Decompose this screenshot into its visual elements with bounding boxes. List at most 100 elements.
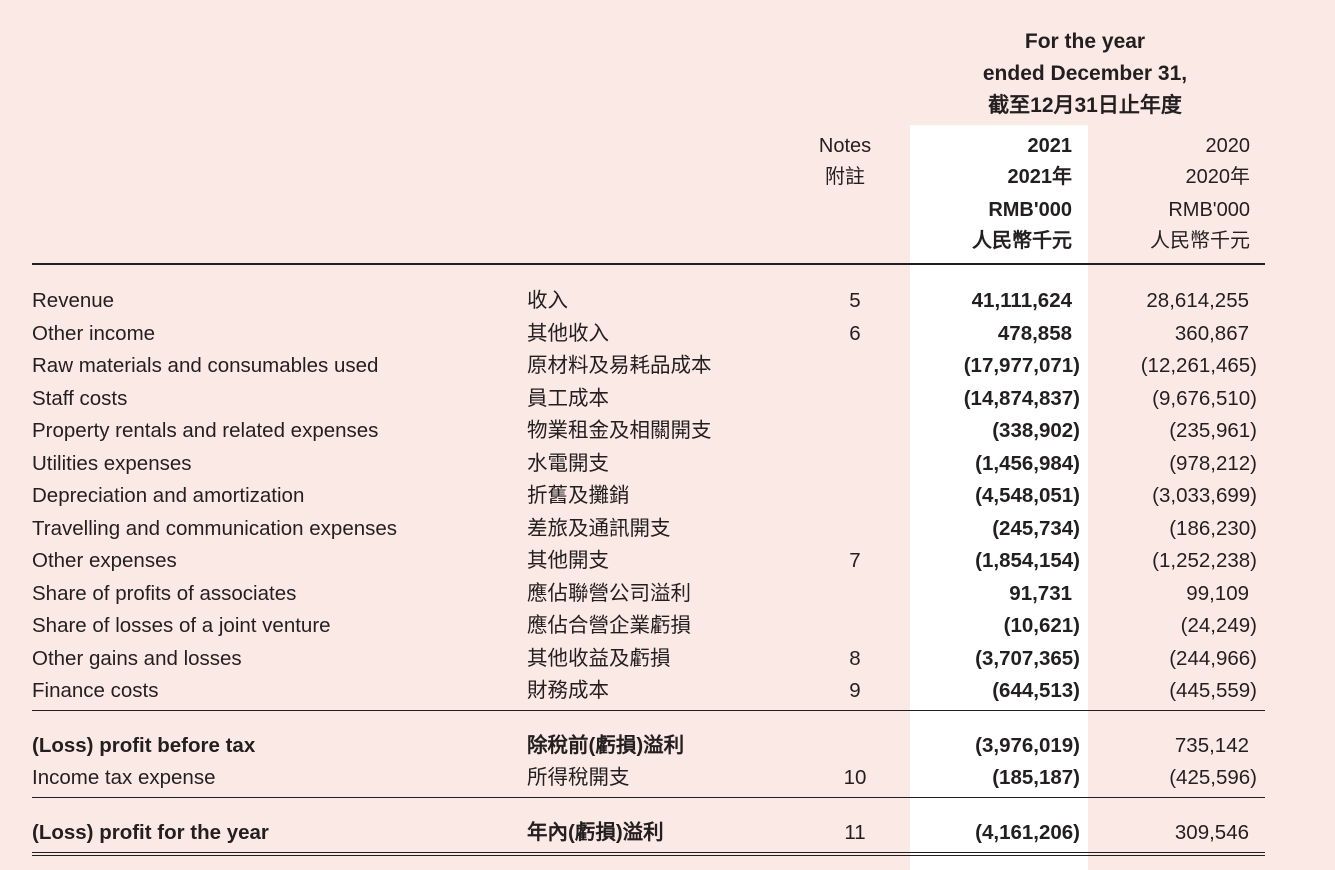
row-note: 11: [844, 821, 866, 844]
row-label-zh: 財務成本: [527, 679, 609, 702]
row-label-en: (Loss) profit before tax: [32, 734, 256, 757]
row-value-2020: 360,867: [1174, 321, 1249, 345]
row-label-zh: 折舊及攤銷: [527, 484, 630, 507]
header-rule: [32, 263, 1265, 265]
row-value-2021: 478,858: [997, 321, 1072, 345]
row-label-en: Finance costs: [32, 679, 159, 702]
row-label-en: Raw materials and consumables used: [32, 354, 379, 377]
period-heading-line3: 截至12月31日止年度: [988, 94, 1182, 117]
table-row: Share of losses of a joint venture 應佔合營企…: [0, 610, 1335, 643]
row-value-2021: (4,161,206): [975, 821, 1080, 844]
income-tax-row: Income tax expense 所得稅開支 10 (185,187) (4…: [0, 762, 1335, 795]
row-value-2021: (17,977,071): [963, 354, 1080, 377]
row-value-2020: (12,261,465): [1140, 354, 1257, 377]
row-value-2020: 99,109: [1186, 581, 1249, 605]
row-note: 7: [849, 549, 861, 572]
table-row: Staff costs 員工成本 (14,874,837) (9,676,510…: [0, 383, 1335, 416]
table-row: Depreciation and amortization 折舊及攤銷 (4,5…: [0, 480, 1335, 513]
row-value-2021: (1,456,984): [975, 451, 1080, 475]
row-label-zh: 收入: [527, 289, 568, 312]
row-label-zh: 其他收益及虧損: [527, 646, 671, 670]
row-value-2021: (14,874,837): [963, 386, 1080, 410]
period-heading-line1: For the year: [1024, 30, 1146, 53]
currency-2021-header-zh: 人民幣千元: [972, 230, 1072, 252]
row-value-2020: (244,966): [1169, 646, 1257, 670]
row-value-2021: 41,111,624: [971, 289, 1072, 312]
row-note: 6: [849, 321, 861, 345]
row-value-2021: (10,621): [1003, 614, 1080, 637]
row-label-en: Other income: [32, 321, 156, 345]
row-note: 8: [849, 646, 861, 670]
row-value-2020: (24,249): [1180, 614, 1257, 637]
row-value-2021: (3,976,019): [975, 734, 1080, 757]
row-value-2020: (9,676,510): [1152, 386, 1257, 410]
row-label-zh: 員工成本: [527, 386, 609, 410]
currency-2020-header: RMB'000: [1168, 199, 1250, 221]
row-value-2020: (1,252,238): [1152, 549, 1257, 572]
table-row: Other expenses 其他開支 7 (1,854,154) (1,252…: [0, 545, 1335, 578]
table-row: Utilities expenses 水電開支 (1,456,984) (978…: [0, 448, 1335, 481]
row-label-en: Other gains and losses: [32, 646, 242, 670]
table-row: Share of profits of associates 應佔聯營公司溢利 …: [0, 578, 1335, 611]
row-label-en: (Loss) profit for the year: [32, 821, 269, 844]
row-value-2020: (235,961): [1169, 419, 1257, 442]
row-value-2021: 91,731: [1009, 581, 1072, 605]
row-label-zh: 應佔聯營公司溢利: [527, 581, 691, 605]
currency-2021-header: RMB'000: [988, 199, 1072, 221]
row-value-2021: (4,548,051): [975, 484, 1080, 507]
row-value-2021: (185,187): [992, 766, 1080, 789]
currency-2020-header-zh: 人民幣千元: [1150, 230, 1250, 252]
period-heading-line2: ended December 31,: [982, 62, 1188, 85]
year-2020-header: 2020: [1205, 135, 1251, 157]
subtotal-rule: [32, 710, 1265, 711]
row-label-en: Travelling and communication expenses: [32, 516, 398, 540]
row-label-zh: 除稅前(虧損)溢利: [527, 734, 685, 757]
row-note: 10: [843, 766, 867, 789]
total-rule-bottom-2: [32, 855, 1265, 856]
notes-header-en: Notes: [818, 135, 872, 157]
row-label-en: Property rentals and related expenses: [32, 419, 379, 442]
row-value-2021: (338,902): [992, 419, 1080, 442]
row-label-en: Share of profits of associates: [32, 581, 297, 605]
row-label-zh: 所得稅開支: [527, 766, 630, 789]
total-rule-top: [32, 797, 1265, 798]
year-2020-header-zh: 2020年: [1185, 166, 1251, 188]
table-row: Raw materials and consumables used 原材料及易…: [0, 350, 1335, 383]
year-2021-header-zh: 2021年: [1007, 166, 1073, 188]
row-value-2020: (3,033,699): [1152, 484, 1257, 507]
row-label-en: Other expenses: [32, 549, 177, 572]
row-value-2020: (978,212): [1169, 451, 1257, 475]
year-2021-header: 2021: [1027, 135, 1073, 157]
row-label-zh: 其他開支: [527, 549, 609, 572]
table-row: Revenue 收入 5 41,111,624 28,614,255: [0, 285, 1335, 318]
row-label-en: Utilities expenses: [32, 451, 192, 475]
loss-before-tax-row: (Loss) profit before tax 除稅前(虧損)溢利 (3,97…: [0, 730, 1335, 763]
table-row: Other income 其他收入 6 478,858 360,867: [0, 318, 1335, 351]
table-row: Property rentals and related expenses 物業…: [0, 415, 1335, 448]
row-label-zh: 差旅及通訊開支: [527, 516, 671, 540]
row-value-2020: (425,596): [1169, 766, 1257, 789]
row-label-zh: 原材料及易耗品成本: [527, 354, 712, 377]
row-value-2021: (644,513): [992, 679, 1080, 702]
table-row: Travelling and communication expenses 差旅…: [0, 513, 1335, 546]
row-label-en: Income tax expense: [32, 766, 216, 789]
row-note: 5: [849, 289, 861, 312]
row-label-en: Depreciation and amortization: [32, 484, 305, 507]
table-row: Finance costs 財務成本 9 (644,513) (445,559): [0, 675, 1335, 708]
row-value-2021: (245,734): [992, 516, 1080, 540]
row-value-2020: 735,142: [1174, 734, 1249, 757]
row-value-2020: 309,546: [1174, 821, 1249, 844]
row-label-en: Revenue: [32, 289, 115, 312]
row-label-en: Staff costs: [32, 386, 128, 410]
current-year-highlight: [910, 125, 1088, 870]
table-row: Other gains and losses 其他收益及虧損 8 (3,707,…: [0, 643, 1335, 676]
row-value-2021: (1,854,154): [975, 549, 1080, 572]
row-note: 9: [849, 679, 861, 702]
row-label-en: Share of losses of a joint venture: [32, 614, 331, 637]
row-value-2020: (186,230): [1169, 516, 1257, 540]
row-value-2021: (3,707,365): [975, 646, 1080, 670]
row-label-zh: 水電開支: [527, 451, 609, 475]
loss-for-year-row: (Loss) profit for the year 年內(虧損)溢利 11 (…: [0, 817, 1335, 850]
row-label-zh: 物業租金及相關開支: [527, 419, 712, 442]
notes-header-zh: 附註: [825, 166, 865, 188]
